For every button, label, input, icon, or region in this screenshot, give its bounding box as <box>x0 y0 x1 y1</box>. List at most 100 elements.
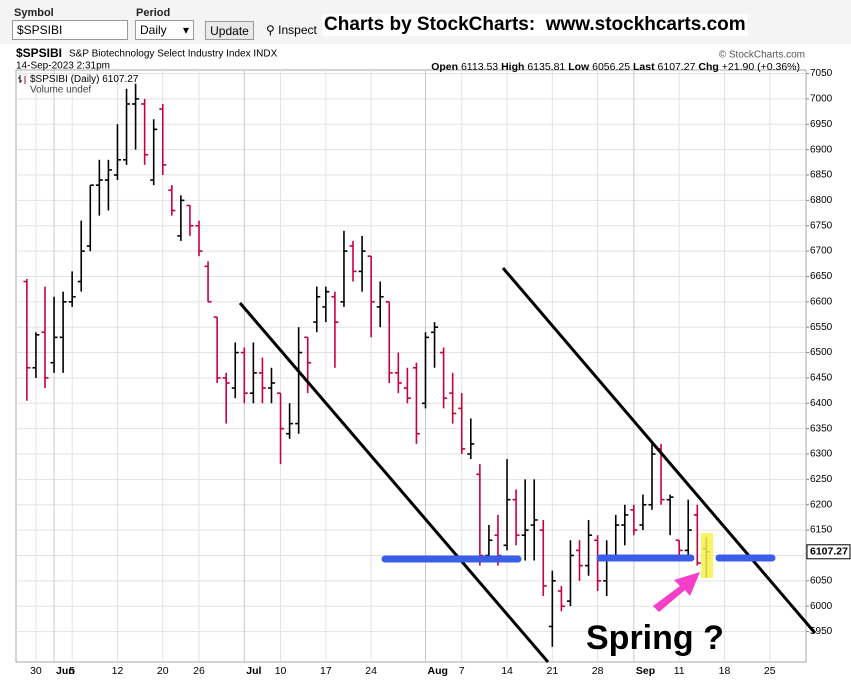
y-tick-label: 6300 <box>810 449 833 460</box>
ohlc-bar <box>213 316 221 383</box>
ohlc-bar <box>639 494 647 531</box>
ohlc-bar <box>277 392 285 465</box>
ohlc-bar <box>431 322 439 368</box>
ohlc-bar <box>159 103 167 176</box>
inspect-button[interactable]: ⚲ Inspect <box>266 23 317 37</box>
x-tick-label: 20 <box>157 665 169 677</box>
ohlc-bar <box>503 459 511 551</box>
bars <box>23 83 710 647</box>
quote-value: 6113.53 <box>461 61 498 73</box>
highlight <box>701 533 713 578</box>
ohlc-bar <box>385 301 393 383</box>
x-tick-label: 25 <box>764 665 776 677</box>
legend-last: 6107.27 <box>102 74 139 85</box>
x-tick-label: 11 <box>674 665 685 677</box>
chart-title: $SPSIBI <box>16 46 62 60</box>
ohlc-bar <box>476 464 484 566</box>
x-tick-label: 30 <box>30 665 42 677</box>
y-tick-label: 5950 <box>810 626 833 637</box>
y-tick-label: 6800 <box>810 195 833 206</box>
ohlc-bar <box>50 296 58 373</box>
ohlc-bar <box>313 286 321 333</box>
ohlc-bar <box>32 332 40 378</box>
ohlc-bar <box>177 195 185 241</box>
y-tick-label: 6850 <box>810 170 833 181</box>
ohlc-bar <box>340 230 348 307</box>
ohlc-bar <box>286 403 294 439</box>
ohlc-bar <box>267 367 275 404</box>
ohlc-bar <box>621 504 629 546</box>
ohlc-bar <box>585 519 593 576</box>
x-tick-label: Aug <box>427 665 447 677</box>
ohlc-bar <box>186 204 194 236</box>
legend-name: $SPSIBI (Daily) <box>30 74 99 85</box>
ohlc-bar <box>68 271 76 307</box>
ohlc-bar <box>485 525 493 561</box>
ohlc-bar <box>23 279 31 401</box>
y-tick-label: 6650 <box>810 271 833 282</box>
ohlc-bar <box>684 499 692 561</box>
last-price-label: 6107.27 <box>810 546 848 558</box>
x-tick-label: 18 <box>719 665 731 677</box>
update-button[interactable]: Update <box>205 21 254 40</box>
ohlc-bar <box>521 479 529 561</box>
ohlc-bar <box>449 372 457 424</box>
y-tick-label: 6600 <box>810 296 833 307</box>
y-tick-label: 7000 <box>810 94 833 105</box>
ohlc-bar <box>249 342 257 404</box>
symbol-input[interactable]: $SPSIBI <box>12 20 128 40</box>
period-select[interactable]: Daily ▾ <box>135 20 194 40</box>
ohlc-bar <box>566 540 574 607</box>
ohlc-bar <box>204 261 212 303</box>
y-tick-label: 6950 <box>810 119 833 130</box>
y-tick-label: 6550 <box>810 322 833 333</box>
y-tick-label: 6900 <box>810 144 833 155</box>
y-tick-label: 6700 <box>810 246 833 257</box>
y-tick-label: 6150 <box>810 525 833 536</box>
ohlc-bar <box>222 372 230 424</box>
x-tick-label: 21 <box>546 665 558 677</box>
ohlc-bar <box>41 286 49 389</box>
y-tick-label: 6500 <box>810 347 833 358</box>
dropdown-caret: ▾ <box>182 23 189 37</box>
quote-value: 6107.27 <box>658 61 696 73</box>
ohlc-bar <box>150 119 158 186</box>
ohlc-bar <box>394 352 402 394</box>
y-tick-label: 7050 <box>810 68 833 79</box>
legend-entry: $SPSIBI (Daily) 6107.27 <box>30 74 139 85</box>
period-value: Daily <box>140 23 167 37</box>
y-tick-label: 6350 <box>810 423 833 434</box>
trendline <box>238 302 550 663</box>
quote-value: 6135.81 <box>527 61 565 73</box>
x-tick-label: 26 <box>193 665 205 677</box>
x-tick-label: 12 <box>112 665 124 677</box>
ohlc-bar <box>666 494 674 536</box>
x-tick-label: 5 <box>69 665 75 677</box>
x-tick-label: 28 <box>592 665 604 677</box>
symbol-label: Symbol <box>14 7 54 19</box>
ohlc-bar <box>548 570 556 647</box>
banner: Charts by StockCharts: www.stockhcarts.c… <box>322 14 748 36</box>
ohlc-bar <box>367 255 375 338</box>
y-tick-label: 6450 <box>810 373 833 384</box>
ohlc-bar <box>113 124 121 181</box>
ohlc-bar <box>576 540 584 581</box>
magnifier: ⚲ <box>266 23 275 37</box>
legend-icon <box>18 75 26 84</box>
volume-label: Volume undef <box>30 85 91 96</box>
y-tick-label: 6400 <box>810 398 833 409</box>
ohlc-bar <box>168 185 176 216</box>
ohlc-bar <box>467 418 475 460</box>
ohlc-bar <box>512 489 520 546</box>
ohlc-bar <box>123 88 131 165</box>
y-tick-label: 6200 <box>810 499 833 510</box>
x-tick-label: 17 <box>320 665 332 677</box>
inspect-text: Inspect <box>278 23 317 37</box>
ohlc-bar <box>95 159 103 216</box>
ohlc-bar <box>295 327 303 434</box>
y-tick-label: 6050 <box>810 575 833 586</box>
ohlc-bar <box>132 83 140 150</box>
ohlc-bar <box>231 342 239 399</box>
